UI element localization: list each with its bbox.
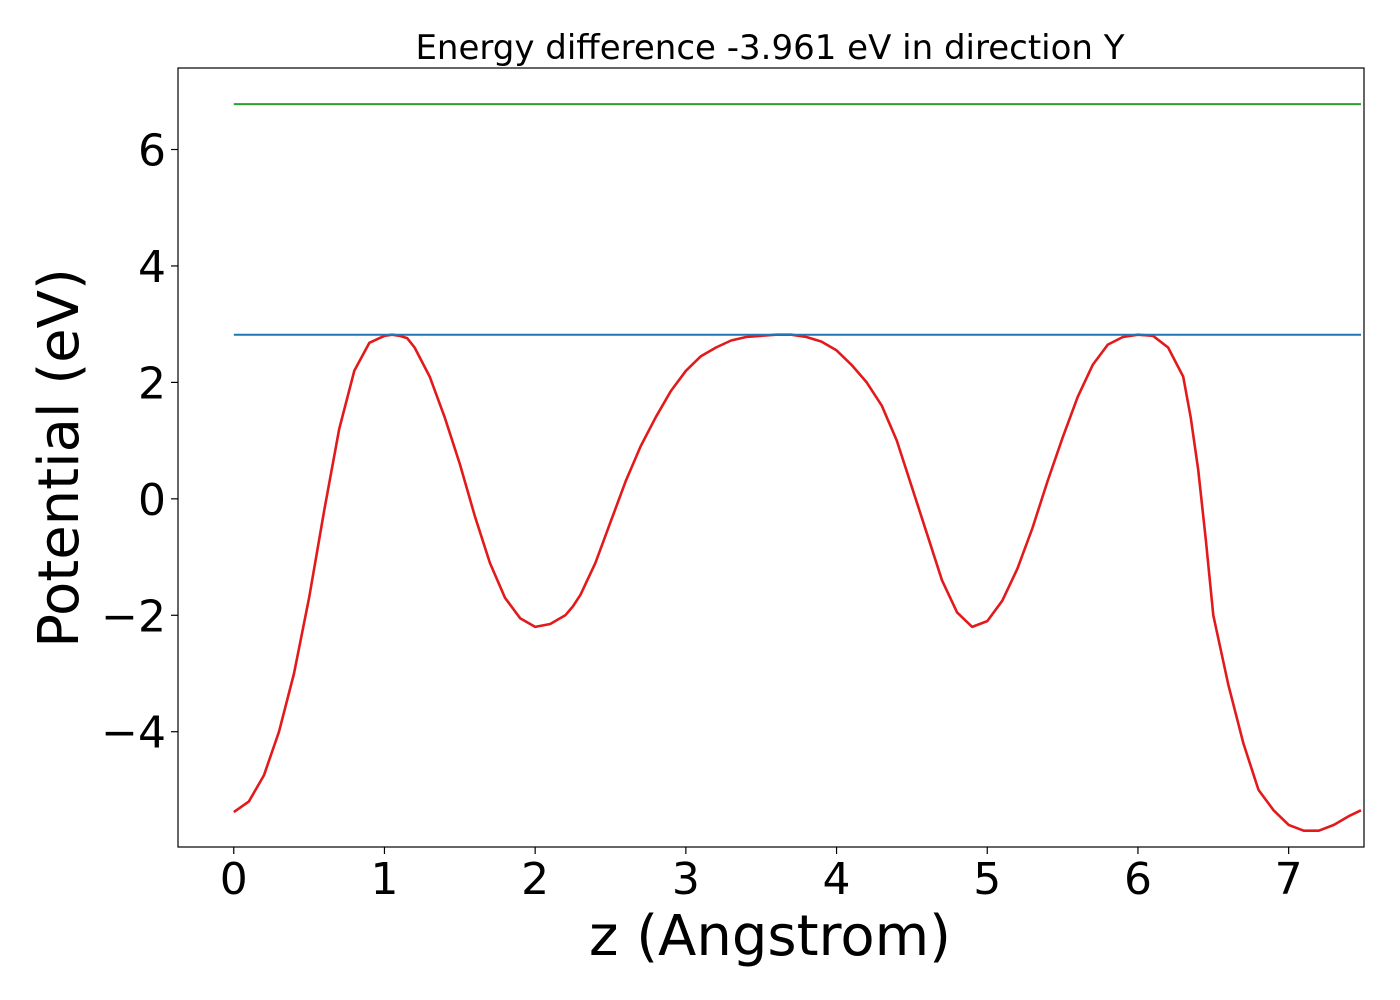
x-tick-label: 6 [1124,854,1152,905]
y-tick-label: 6 [138,126,166,177]
series-layer [233,103,1362,833]
x-tick-label: 0 [220,854,248,905]
y-tick-label: −2 [101,591,166,642]
chart-title: Energy difference -3.961 eV in direction… [415,28,1124,68]
x-tick-label: 2 [521,854,549,905]
plot-area-frame [177,67,1365,848]
x-axis-label: z (Angstrom) [589,904,951,969]
x-tick-label: 5 [973,854,1001,905]
x-tick-label: 3 [672,854,700,905]
x-axis-ticks: 0 1 2 3 4 5 6 7 [220,847,1303,905]
y-axis-ticks: −4 −2 0 2 4 6 [101,126,178,759]
y-tick-label: 4 [138,242,166,293]
y-tick-label: 0 [138,475,166,526]
y-tick-label: 2 [138,358,166,409]
series-line-potential [233,333,1362,833]
x-tick-label: 1 [370,854,398,905]
y-axis-label: Potential (eV) [27,268,92,648]
y-tick-label: −4 [101,708,166,759]
x-tick-label: 7 [1275,854,1303,905]
x-tick-label: 4 [823,854,851,905]
